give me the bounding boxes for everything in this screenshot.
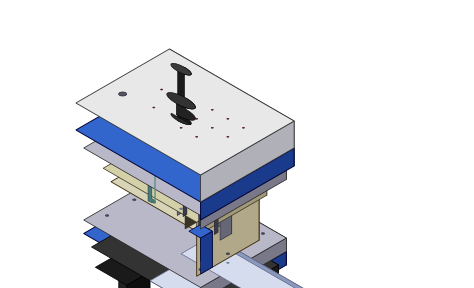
Ellipse shape (227, 262, 229, 263)
Ellipse shape (199, 269, 202, 270)
Polygon shape (84, 170, 286, 287)
Polygon shape (178, 67, 191, 125)
Ellipse shape (196, 118, 198, 119)
Polygon shape (167, 92, 196, 109)
Polygon shape (201, 238, 286, 288)
Polygon shape (169, 98, 286, 179)
Polygon shape (173, 173, 189, 209)
Polygon shape (216, 198, 232, 234)
Polygon shape (201, 121, 294, 202)
Ellipse shape (180, 127, 182, 128)
Polygon shape (201, 265, 279, 288)
Polygon shape (201, 166, 286, 229)
Polygon shape (103, 128, 267, 222)
Polygon shape (169, 49, 294, 148)
Polygon shape (212, 263, 267, 288)
Polygon shape (76, 49, 294, 175)
Polygon shape (91, 202, 279, 288)
Polygon shape (201, 225, 212, 267)
Polygon shape (236, 263, 267, 288)
Polygon shape (185, 189, 224, 229)
Ellipse shape (153, 107, 155, 108)
Polygon shape (162, 173, 189, 189)
Polygon shape (119, 254, 150, 288)
Polygon shape (84, 184, 286, 288)
Polygon shape (84, 98, 286, 215)
Polygon shape (169, 170, 286, 251)
Polygon shape (197, 182, 267, 236)
Polygon shape (176, 98, 195, 120)
Polygon shape (171, 113, 191, 125)
Polygon shape (95, 254, 150, 285)
Polygon shape (173, 128, 267, 195)
Polygon shape (204, 198, 232, 213)
Ellipse shape (196, 136, 198, 137)
Polygon shape (181, 236, 446, 288)
Polygon shape (201, 231, 212, 274)
Polygon shape (197, 195, 259, 276)
Polygon shape (201, 148, 294, 220)
Polygon shape (183, 169, 187, 217)
Polygon shape (244, 281, 267, 288)
Polygon shape (169, 225, 201, 288)
Polygon shape (169, 184, 286, 265)
Polygon shape (214, 187, 218, 235)
Polygon shape (169, 202, 279, 283)
Polygon shape (171, 63, 191, 75)
Ellipse shape (133, 199, 136, 201)
Polygon shape (173, 146, 259, 240)
Ellipse shape (227, 118, 229, 119)
Polygon shape (127, 272, 150, 288)
Polygon shape (144, 97, 155, 104)
Polygon shape (148, 100, 155, 203)
Polygon shape (220, 206, 232, 240)
Ellipse shape (226, 253, 229, 255)
Polygon shape (138, 162, 224, 211)
Polygon shape (146, 225, 201, 256)
Polygon shape (177, 162, 224, 206)
Polygon shape (169, 76, 294, 166)
Polygon shape (111, 146, 259, 231)
Ellipse shape (161, 89, 163, 90)
Polygon shape (181, 263, 415, 288)
Polygon shape (177, 242, 201, 288)
Ellipse shape (227, 136, 229, 137)
Polygon shape (212, 236, 446, 288)
Ellipse shape (105, 215, 109, 216)
Polygon shape (150, 263, 415, 288)
Ellipse shape (211, 109, 213, 110)
Ellipse shape (211, 127, 213, 128)
Polygon shape (201, 251, 286, 288)
Polygon shape (76, 76, 294, 202)
Polygon shape (177, 182, 189, 215)
Polygon shape (199, 178, 202, 226)
Ellipse shape (180, 208, 182, 209)
Ellipse shape (242, 127, 245, 128)
Ellipse shape (261, 233, 264, 234)
Ellipse shape (168, 179, 171, 180)
Ellipse shape (118, 92, 127, 96)
Polygon shape (189, 225, 212, 238)
